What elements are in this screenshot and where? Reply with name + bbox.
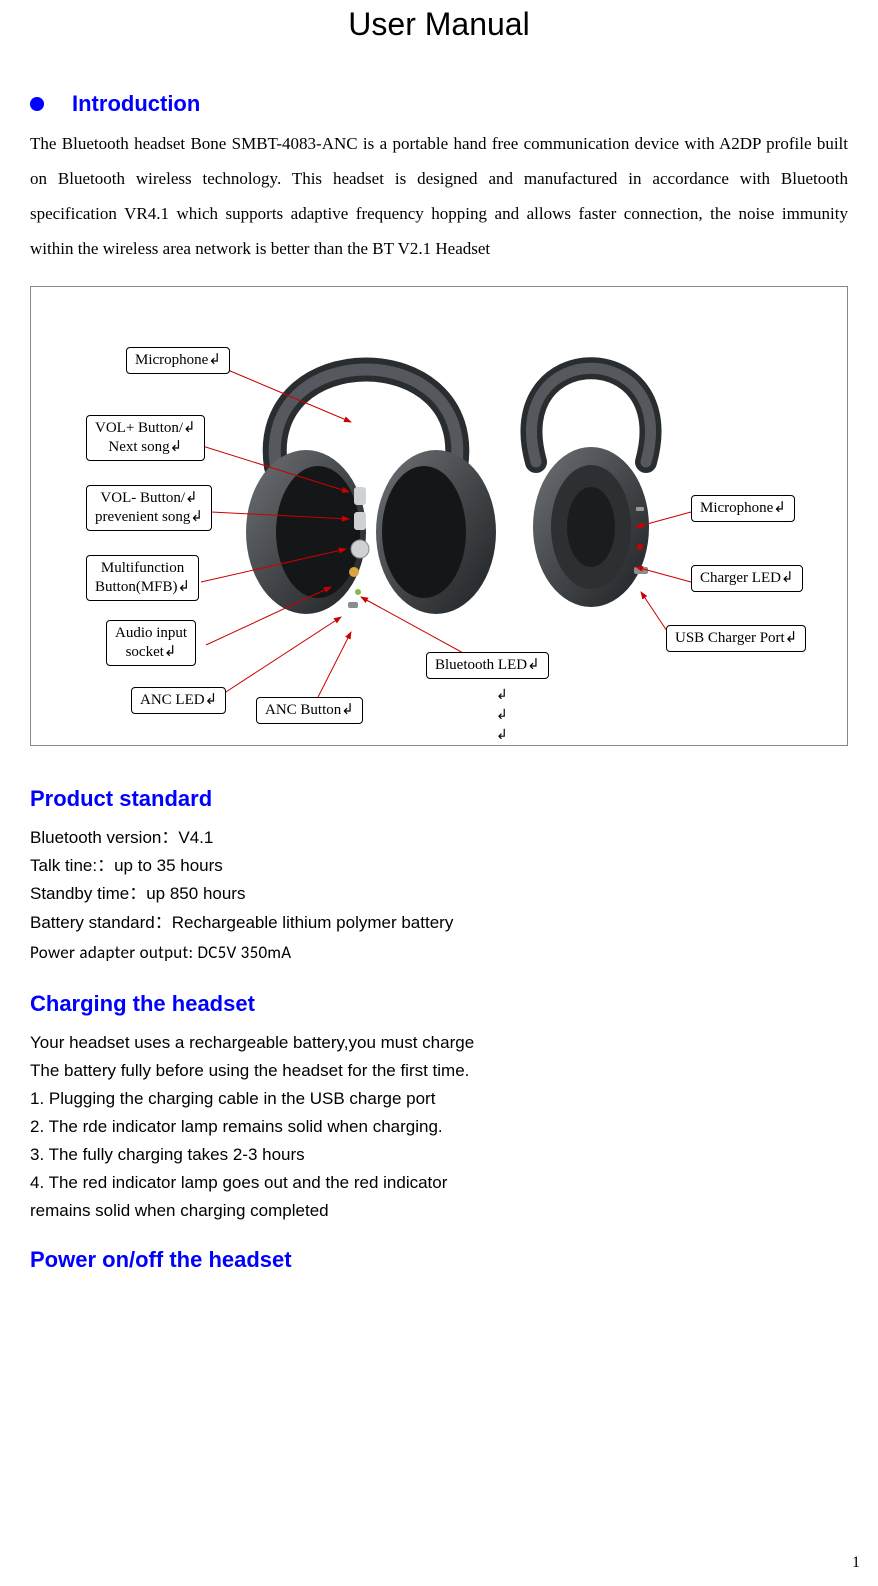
- charge-line: 4. The red indicator lamp goes out and t…: [30, 1169, 848, 1197]
- callout-vol-up: VOL+ Button/↲ Next song↲: [86, 415, 205, 461]
- callout-mfb: Multifunction Button(MFB)↲: [86, 555, 199, 601]
- callout-vol-down: VOL- Button/↲ prevenient song↲: [86, 485, 212, 531]
- callout-microphone-right: Microphone↲: [691, 495, 795, 522]
- callout-bluetooth-led: Bluetooth LED↲: [426, 652, 549, 679]
- callout-anc-led: ANC LED↲: [131, 687, 226, 714]
- glyph-return: ↲: [496, 728, 508, 743]
- callout-charger-led: Charger LED↲: [691, 565, 803, 592]
- charge-line: remains solid when charging completed: [30, 1197, 848, 1225]
- headset-left: [246, 370, 496, 615]
- charge-line: 1. Plugging the charging cable in the US…: [30, 1085, 848, 1113]
- bullet-icon: [30, 97, 44, 111]
- charge-line: 2. The rde indicator lamp remains solid …: [30, 1113, 848, 1141]
- product-figure: ↲ ↲ ↲ Microphone↲ VOL+ Button/↲ Next son…: [30, 286, 848, 746]
- intro-heading: Introduction: [72, 91, 200, 117]
- ps-line: Talk tine:：up to 35 hours: [30, 852, 848, 880]
- power-heading: Power on/off the headset: [30, 1247, 848, 1273]
- callout-anc-button: ANC Button↲: [256, 697, 363, 724]
- charge-line: The battery fully before using the heads…: [30, 1057, 848, 1085]
- ps-line: Standby time：up 850 hours: [30, 880, 848, 908]
- charging-section: Charging the headset Your headset uses a…: [30, 991, 848, 1225]
- headset-right: [531, 369, 650, 608]
- charge-line: Your headset uses a rechargeable battery…: [30, 1029, 848, 1057]
- glyph-return: ↲: [496, 708, 508, 723]
- charge-line: 3. The fully charging takes 2-3 hours: [30, 1141, 848, 1169]
- callout-usb-charger-port: USB Charger Port↲: [666, 625, 806, 652]
- ps-line: Battery standard：Rechargeable lithium po…: [30, 909, 848, 937]
- ps-line: Bluetooth version：V4.1: [30, 824, 848, 852]
- callout-audio-input: Audio input socket↲: [106, 620, 196, 666]
- product-standard-section: Product standard Bluetooth version：V4.1 …: [30, 786, 848, 968]
- page-title: User Manual: [30, 6, 848, 43]
- product-standard-heading: Product standard: [30, 786, 848, 812]
- intro-heading-row: Introduction: [30, 91, 848, 117]
- intro-paragraph: The Bluetooth headset Bone SMBT-4083-ANC…: [30, 127, 848, 266]
- page-number: 1: [852, 1554, 860, 1572]
- glyph-return: ↲: [496, 688, 508, 703]
- charging-heading: Charging the headset: [30, 991, 848, 1017]
- callout-microphone-left: Microphone↲: [126, 347, 230, 374]
- power-adapter-line: Power adapter output: DC5V 350mA: [30, 937, 848, 969]
